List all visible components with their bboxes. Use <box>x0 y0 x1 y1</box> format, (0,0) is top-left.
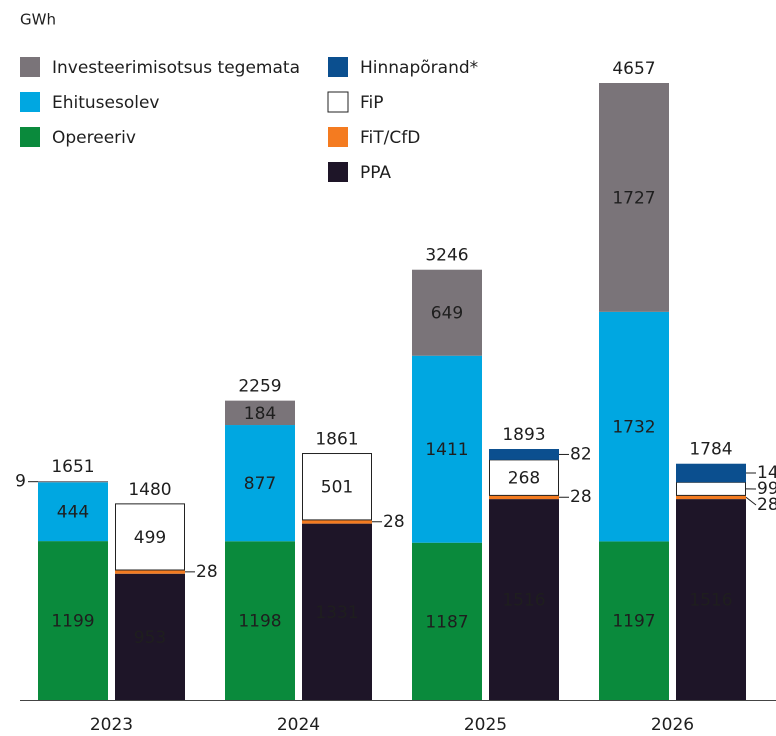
data-label: 501 <box>321 478 353 498</box>
total-label: 1784 <box>689 440 732 460</box>
data-label: 1516 <box>502 591 545 611</box>
data-label: 28 <box>196 562 218 582</box>
bar-segment <box>302 523 372 700</box>
legend-swatch <box>20 127 40 147</box>
bar-segment <box>302 519 372 524</box>
bar-segment <box>115 570 185 574</box>
bar-segment <box>225 400 295 426</box>
data-label: 1197 <box>612 612 655 632</box>
data-label: 649 <box>431 304 463 324</box>
legend-swatch <box>328 57 348 77</box>
data-label: 28 <box>570 487 592 507</box>
data-label: 82 <box>570 444 592 464</box>
legend-swatch <box>328 162 348 182</box>
bar-segment <box>225 425 295 542</box>
bar-segment <box>676 481 746 496</box>
axis-unit: GWh <box>20 11 56 29</box>
legend-label: Ehitusesolev <box>52 93 160 113</box>
total-label: 1861 <box>315 430 358 450</box>
total-label: 4657 <box>612 59 655 79</box>
data-label: 1732 <box>612 418 655 438</box>
x-tick-label: 2025 <box>464 715 507 735</box>
legend-swatch <box>328 127 348 147</box>
bar-segment <box>599 541 669 700</box>
data-label: 184 <box>244 404 276 424</box>
data-label: 877 <box>244 474 276 494</box>
bar-segment <box>115 573 185 700</box>
data-label: 1187 <box>425 612 468 632</box>
legend-label: Opereeriv <box>52 128 136 148</box>
legend-swatch <box>20 57 40 77</box>
total-label: 1651 <box>51 457 94 477</box>
data-label: 99 <box>757 479 776 499</box>
bar-segment <box>38 482 108 542</box>
legend-label: PPA <box>360 163 391 183</box>
legend-swatch <box>20 92 40 112</box>
legend-label: FiP <box>360 93 384 113</box>
data-label: 268 <box>508 469 540 489</box>
data-label: 1198 <box>238 612 281 632</box>
x-tick-label: 2024 <box>277 715 320 735</box>
total-label: 1480 <box>128 480 171 500</box>
data-label: 444 <box>57 503 89 523</box>
bar-segment <box>38 481 108 483</box>
legend-swatch <box>327 91 349 113</box>
bar-segment <box>676 463 746 483</box>
x-tick-label: 2026 <box>651 715 694 735</box>
data-label: 1331 <box>315 603 358 623</box>
legend-label: FiT/CfD <box>360 128 420 148</box>
total-label: 1893 <box>502 425 545 445</box>
data-label: 1516 <box>689 591 732 611</box>
bar-segment <box>676 499 746 700</box>
bar-segment <box>489 495 559 500</box>
bar-segment <box>412 542 482 700</box>
bar-segment <box>38 541 108 700</box>
leader-line <box>745 496 757 506</box>
data-label: 140 <box>757 463 776 483</box>
bar-segment <box>489 459 559 496</box>
bar-segment <box>489 449 559 460</box>
bar-segment <box>115 503 185 571</box>
data-label: 953 <box>134 628 166 648</box>
legend-label: Hinnapõrand* <box>360 58 478 78</box>
data-label: 499 <box>134 528 166 548</box>
total-label: 3246 <box>425 246 468 266</box>
bar-segment <box>676 495 746 500</box>
bar-segment <box>412 269 482 356</box>
data-label: 9 <box>15 472 26 492</box>
data-label: 28 <box>383 512 405 532</box>
data-label: 1199 <box>51 612 94 632</box>
bar-segment <box>489 499 559 700</box>
data-label: 1727 <box>612 188 655 208</box>
data-label: 1411 <box>425 440 468 460</box>
bar-segment <box>302 453 372 521</box>
bar-segment <box>225 541 295 700</box>
x-tick-label: 2023 <box>90 715 133 735</box>
bar-segment <box>412 355 482 543</box>
bar-segment <box>599 83 669 312</box>
bar-segment <box>599 311 669 542</box>
legend-label: Investeerimisotsus tegemata <box>52 58 300 78</box>
total-label: 2259 <box>238 377 281 397</box>
data-label: 28 <box>757 495 776 515</box>
